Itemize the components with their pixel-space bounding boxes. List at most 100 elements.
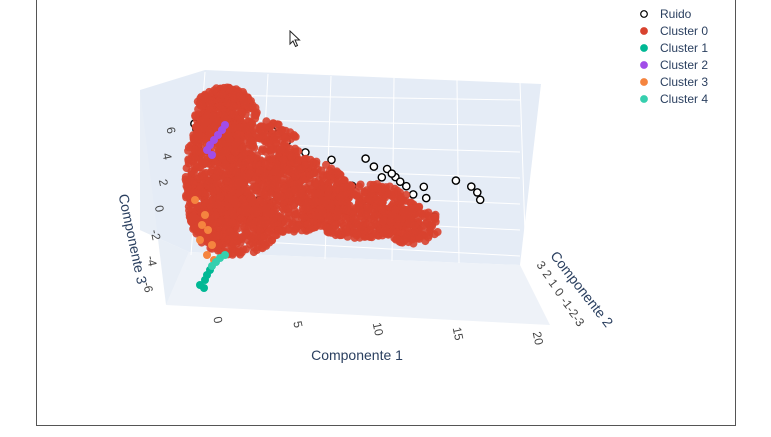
cluster-0-point	[301, 204, 310, 213]
cluster-0-point	[312, 180, 321, 188]
cluster-point	[221, 251, 229, 259]
cluster-0-point	[334, 169, 343, 178]
ruido-point	[395, 177, 405, 186]
cluster-0-point	[365, 195, 373, 204]
legend-item[interactable]: Cluster 4	[640, 92, 709, 106]
cluster-0-point	[250, 111, 259, 120]
cluster-0-point	[203, 111, 212, 120]
cluster-0-point	[205, 99, 214, 107]
legend-item[interactable]: Cluster 2	[640, 58, 709, 72]
cluster-point	[200, 284, 208, 292]
ruido-point	[421, 193, 431, 203]
cluster-0-point	[226, 154, 235, 163]
cluster-0-point	[248, 119, 257, 128]
cluster-point	[221, 121, 229, 129]
cluster-0-point	[367, 233, 376, 242]
cluster-0-point	[291, 199, 300, 208]
cluster-0-point	[284, 204, 293, 213]
cluster-0-point	[264, 230, 273, 239]
cluster-0-point	[330, 221, 339, 230]
cluster-0-point	[230, 123, 239, 132]
cluster-0-point	[216, 193, 225, 201]
cluster-0-point	[212, 84, 221, 93]
cluster-0-point	[372, 204, 380, 213]
z-tick-label: 6	[163, 126, 178, 136]
cluster-0-point	[402, 190, 411, 199]
cluster-0-point	[268, 179, 277, 188]
cluster-0-point	[363, 204, 372, 212]
cluster-0-point	[202, 134, 211, 143]
cluster-0-point	[258, 127, 267, 136]
cluster-point	[203, 146, 211, 154]
cluster-0-point	[237, 93, 246, 102]
cluster-0-point	[305, 171, 314, 180]
cluster-0-point	[387, 211, 396, 220]
legend-item[interactable]: Ruido	[640, 7, 692, 21]
cluster-0-point	[431, 210, 440, 219]
legend-label: Cluster 0	[660, 24, 708, 38]
legend-label: Cluster 4	[660, 92, 708, 106]
x-tick-label: 10	[370, 321, 387, 337]
cluster-0-point	[218, 139, 227, 147]
cluster-0-point	[213, 218, 222, 227]
cluster-0-point	[300, 155, 309, 164]
cluster-0-point	[212, 173, 220, 182]
cluster-0-point	[322, 160, 330, 169]
cluster-0-point	[184, 143, 193, 152]
legend-label: Ruido	[660, 7, 692, 21]
z-tick-label: 2	[156, 178, 171, 188]
gridline	[204, 142, 521, 153]
cluster-0-point	[410, 204, 418, 213]
cluster-0-point	[214, 200, 223, 209]
cluster-0-point	[248, 198, 257, 207]
cluster-0-point	[356, 206, 364, 214]
cluster-0-point	[278, 204, 287, 213]
cluster-0-point	[379, 226, 388, 235]
cluster-0-point	[261, 160, 270, 169]
ruido-point	[377, 172, 387, 182]
cluster-0-point	[299, 175, 308, 184]
cluster-0-point	[226, 85, 235, 94]
z-axis-ticks: 6 4 2 0 -2 -4 -6	[140, 126, 179, 295]
cluster-0-point	[214, 241, 223, 250]
cluster-0-point	[290, 180, 298, 189]
cluster-0-point	[187, 167, 196, 176]
cluster-0-point	[191, 112, 200, 121]
cluster-0-point	[244, 204, 253, 213]
cluster-0-point	[195, 229, 204, 238]
legend-item[interactable]: Cluster 3	[640, 75, 709, 89]
cluster-0-point	[322, 173, 331, 182]
x-tick-label: 15	[450, 326, 467, 342]
side-wall	[140, 90, 189, 305]
cluster-0-point	[421, 237, 430, 246]
legend-item[interactable]: Cluster 1	[640, 41, 709, 55]
ruido-point	[408, 190, 418, 199]
cluster-0-point	[381, 183, 390, 192]
cluster-0-point	[277, 212, 285, 221]
legend-marker-icon	[640, 44, 648, 52]
cluster-0-point	[281, 134, 290, 142]
ruido-point	[419, 182, 429, 192]
cluster-0-point	[260, 190, 269, 199]
cluster-0-point	[266, 146, 274, 155]
legend[interactable]: Ruido Cluster 0 Cluster 1 Cluster 2 Cluster …	[640, 7, 709, 106]
cluster-point	[201, 211, 209, 219]
cluster-0-point	[228, 245, 237, 254]
cluster-0-point	[249, 248, 258, 257]
cluster-0-point	[323, 223, 332, 232]
cluster-0-point	[277, 146, 286, 155]
cluster-0-point	[233, 137, 242, 146]
x-tick-label: 20	[530, 330, 547, 346]
cluster-0-point	[258, 244, 267, 253]
cluster-0-point	[350, 233, 359, 242]
cluster-0-point	[228, 207, 237, 216]
cluster-0-point	[265, 238, 274, 247]
cluster-0-point	[198, 101, 207, 110]
x-tick-label: 5	[290, 320, 305, 330]
cluster-0-point	[299, 213, 308, 222]
legend-item[interactable]: Cluster 0	[640, 24, 709, 38]
cluster-0-point	[229, 102, 238, 111]
cluster-0-point	[192, 123, 201, 131]
cluster-0-point	[340, 183, 349, 192]
